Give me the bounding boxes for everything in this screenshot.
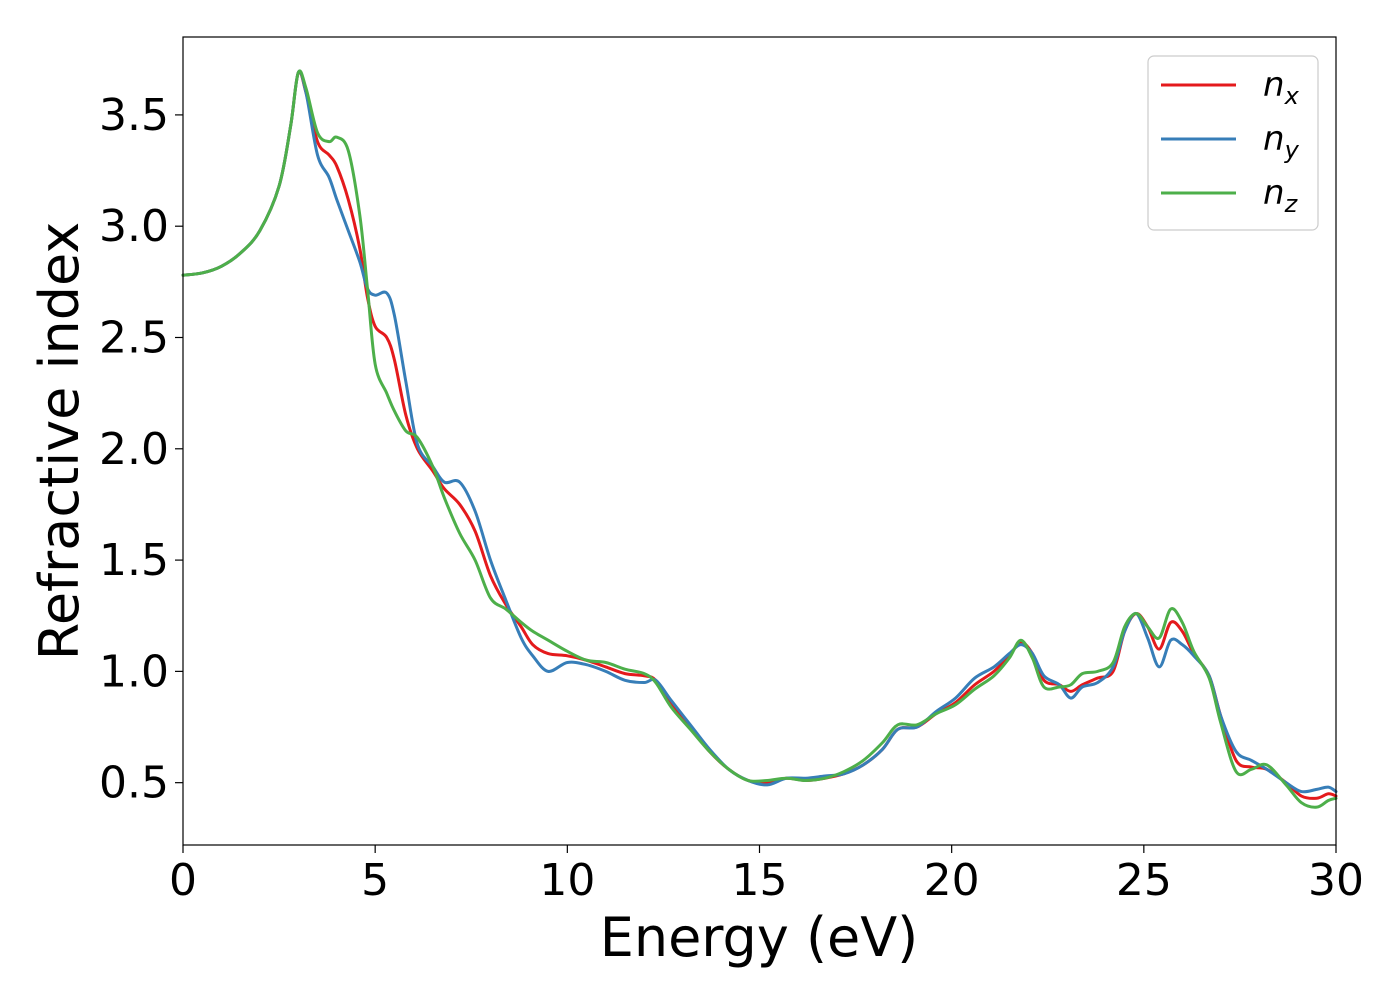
y-tick-label: 1.5 [99, 535, 169, 586]
series-layer [181, 69, 1338, 809]
x-tick-label: 30 [1308, 855, 1364, 906]
x-tick-label: 20 [924, 855, 980, 906]
y-tick-label: 3.5 [99, 90, 169, 141]
x-tick-label: 15 [732, 855, 788, 906]
legend-items: nx ny nz [1161, 65, 1300, 218]
legend-box [1147, 55, 1319, 231]
legend-label-ny: ny [1263, 119, 1300, 164]
legend: nx ny nz [1147, 55, 1319, 231]
x-tick-label: 5 [361, 855, 389, 906]
series-line-nz [181, 69, 1338, 809]
x-axis-ticks: 0 5 10 15 20 25 30 [169, 845, 1364, 906]
y-tick-label: 0.5 [99, 758, 169, 809]
legend-label-nz: nz [1263, 173, 1299, 218]
y-axis-ticks: 0.5 1.0 1.5 2.0 2.5 3.0 3.5 [99, 90, 183, 809]
x-tick-label: 10 [539, 855, 595, 906]
y-axis-title: Refractive index [28, 222, 91, 661]
x-tick-label: 25 [1116, 855, 1172, 906]
x-axis-title: Energy (eV) [600, 906, 919, 969]
y-tick-label: 1.0 [99, 646, 169, 697]
x-tick-label: 0 [169, 855, 197, 906]
y-tick-label: 2.0 [99, 424, 169, 475]
legend-label-nx: nx [1263, 65, 1300, 110]
y-tick-label: 3.0 [99, 201, 169, 252]
y-tick-label: 2.5 [99, 312, 169, 363]
